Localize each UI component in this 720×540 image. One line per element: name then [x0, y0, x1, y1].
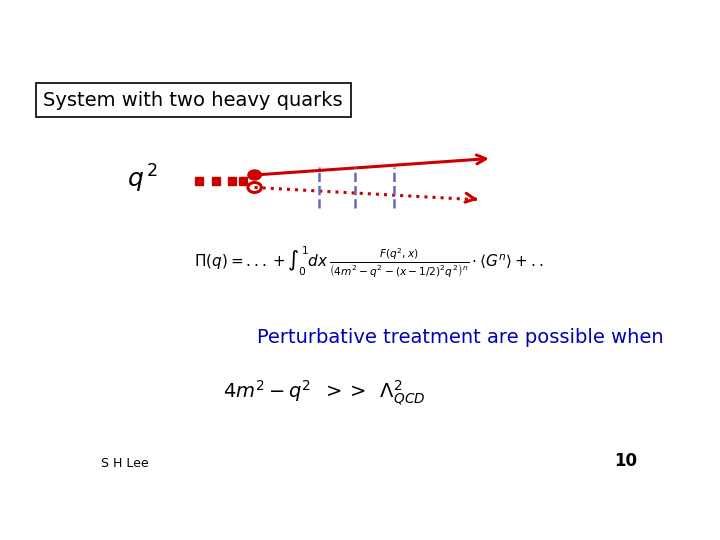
- Text: 10: 10: [614, 452, 637, 470]
- Text: Perturbative treatment are possible when: Perturbative treatment are possible when: [258, 328, 664, 347]
- Text: $q^{\,2}$: $q^{\,2}$: [127, 163, 158, 195]
- Text: System with two heavy quarks: System with two heavy quarks: [43, 91, 343, 110]
- Circle shape: [248, 170, 261, 180]
- Text: $\Pi(q) = ...+\int_0^1 dx\,\frac{F(q^2,x)}{\left(4m^2-q^2-(x-1/2)^2q^2\right)^n}: $\Pi(q) = ...+\int_0^1 dx\,\frac{F(q^2,x…: [194, 245, 544, 280]
- Text: $4m^2 - q^2 \;\;>>\;\; \Lambda^2_{QCD}$: $4m^2 - q^2 \;\;>>\;\; \Lambda^2_{QCD}$: [223, 379, 426, 408]
- Text: S H Lee: S H Lee: [101, 457, 149, 470]
